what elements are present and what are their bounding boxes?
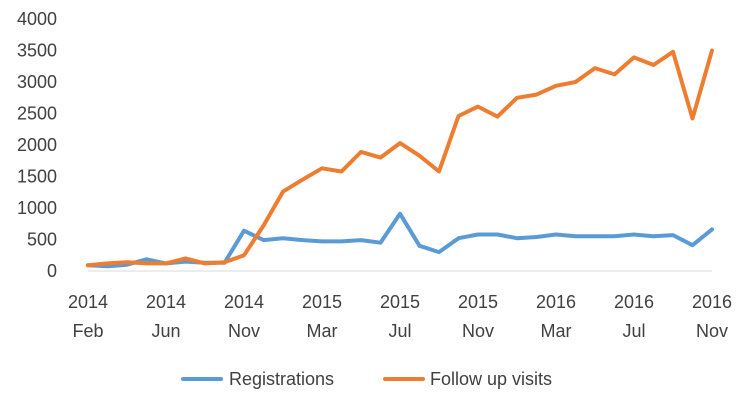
x-tick-label: 2014 Jun bbox=[146, 292, 186, 341]
x-tick-year: 2016 bbox=[692, 292, 732, 312]
x-tick-label: 2015 Mar bbox=[302, 292, 342, 341]
x-tick-month: Nov bbox=[228, 321, 260, 341]
y-tick-label: 1500 bbox=[17, 167, 57, 187]
series-line-follow-up-visits bbox=[86, 48, 714, 268]
legend-label: Registrations bbox=[229, 369, 334, 389]
x-tick-month: Nov bbox=[462, 321, 494, 341]
y-tick-label: 3000 bbox=[17, 72, 57, 92]
x-tick-month: Feb bbox=[72, 321, 103, 341]
y-tick-label: 1000 bbox=[17, 198, 57, 218]
x-tick-year: 2014 bbox=[146, 292, 186, 312]
legend-item-follow-up-visits: Follow up visits bbox=[383, 369, 552, 389]
x-tick-year: 2014 bbox=[224, 292, 264, 312]
x-tick-label: 2016 Mar bbox=[536, 292, 576, 341]
x-tick-month: Jul bbox=[388, 321, 411, 341]
y-tick-label: 500 bbox=[27, 230, 57, 250]
x-axis-ticks: 2014 Feb 2014 Jun 2014 Nov 2015 Mar 2015 Jul 2015 N… bbox=[68, 292, 732, 341]
x-tick-label: 2016 Nov bbox=[692, 292, 732, 341]
x-tick-label: 2016 Jul bbox=[614, 292, 654, 341]
y-tick-label: 2500 bbox=[17, 104, 57, 124]
x-tick-label: 2015 Jul bbox=[380, 292, 420, 341]
x-tick-label: 2015 Nov bbox=[458, 292, 498, 341]
x-tick-year: 2015 bbox=[302, 292, 342, 312]
x-tick-month: Mar bbox=[307, 321, 338, 341]
legend-item-registrations: Registrations bbox=[181, 369, 334, 389]
y-tick-label: 3500 bbox=[17, 41, 57, 61]
x-tick-month: Jun bbox=[151, 321, 180, 341]
x-tick-label: 2014 Nov bbox=[224, 292, 264, 341]
x-tick-month: Nov bbox=[696, 321, 728, 341]
x-tick-label: 2014 Feb bbox=[68, 292, 108, 341]
x-tick-year: 2015 bbox=[380, 292, 420, 312]
x-tick-year: 2016 bbox=[614, 292, 654, 312]
y-tick-label: 4000 bbox=[17, 9, 57, 29]
y-tick-label: 2000 bbox=[17, 135, 57, 155]
x-tick-year: 2016 bbox=[536, 292, 576, 312]
legend-label: Follow up visits bbox=[430, 369, 552, 389]
x-tick-month: Jul bbox=[622, 321, 645, 341]
x-tick-year: 2014 bbox=[68, 292, 108, 312]
x-tick-year: 2015 bbox=[458, 292, 498, 312]
y-tick-label: 0 bbox=[47, 261, 57, 281]
x-tick-month: Mar bbox=[541, 321, 572, 341]
series-layer bbox=[86, 48, 714, 269]
y-axis-ticks: 0 500 1000 1500 2000 2500 3000 3500 4000 bbox=[17, 9, 57, 281]
legend: Registrations Follow up visits bbox=[181, 369, 552, 389]
